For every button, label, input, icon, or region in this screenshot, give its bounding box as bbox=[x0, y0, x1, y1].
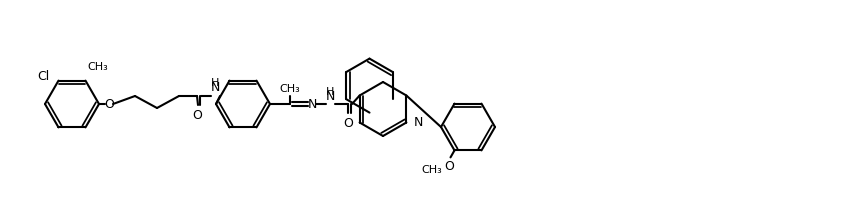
Text: CH₃: CH₃ bbox=[280, 84, 300, 94]
Text: O: O bbox=[104, 98, 114, 110]
Text: O: O bbox=[192, 109, 202, 122]
Text: H: H bbox=[211, 78, 219, 88]
Text: O: O bbox=[445, 160, 455, 173]
Text: N: N bbox=[413, 116, 422, 129]
Text: CH₃: CH₃ bbox=[88, 62, 108, 72]
Text: CH₃: CH₃ bbox=[422, 165, 443, 175]
Text: N: N bbox=[326, 90, 335, 103]
Text: O: O bbox=[343, 117, 353, 130]
Text: Cl: Cl bbox=[37, 70, 49, 83]
Text: N: N bbox=[308, 98, 317, 110]
Text: N: N bbox=[210, 81, 219, 94]
Text: H: H bbox=[326, 87, 334, 97]
